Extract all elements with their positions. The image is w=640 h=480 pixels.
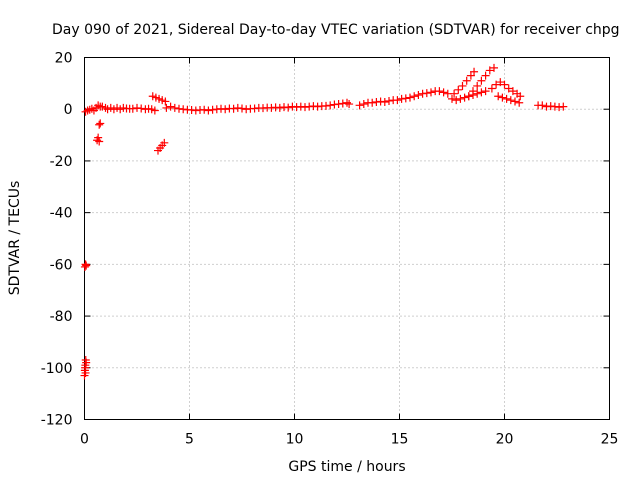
data-point	[82, 358, 91, 367]
data-point	[355, 101, 364, 110]
x-tick-labels: 0 5 10 15 20 25	[80, 432, 618, 448]
data-point	[481, 71, 490, 80]
data-point	[326, 101, 335, 110]
data-point	[515, 98, 524, 107]
data-point	[462, 76, 471, 85]
data-point	[485, 66, 494, 75]
y-tick-label: -120	[41, 413, 73, 429]
data-point	[137, 104, 146, 113]
data-point	[427, 88, 435, 97]
data-point	[82, 261, 91, 270]
data-point	[345, 100, 354, 109]
data-point	[238, 104, 246, 113]
data-point	[401, 94, 410, 103]
data-point	[368, 98, 377, 107]
chart-title: Day 090 of 2021, Sidereal Day-to-day VTE…	[52, 22, 620, 38]
data-point	[359, 100, 368, 109]
data-point	[492, 80, 501, 89]
y-tick-label: -100	[41, 361, 73, 377]
data-point	[460, 93, 469, 102]
data-point	[85, 105, 94, 114]
data-point	[221, 105, 230, 114]
data-point	[160, 138, 169, 147]
data-point	[166, 102, 175, 111]
data-point	[487, 84, 496, 93]
data-point	[128, 104, 137, 113]
data-point	[469, 87, 477, 96]
x-tick-label: 0	[80, 432, 89, 448]
grid-layer	[84, 57, 610, 420]
data-point	[385, 96, 393, 105]
data-point	[162, 103, 171, 112]
data-point	[393, 96, 402, 105]
y-tick-label: -60	[50, 257, 73, 273]
y-tick-labels: -120 -100 -80 -60 -40 -20 0 20	[41, 51, 73, 429]
data-point	[504, 84, 513, 93]
x-tick-label: 15	[391, 432, 409, 448]
y-tick-label: 20	[55, 51, 73, 67]
data-point	[481, 87, 490, 96]
y-tick-label: 0	[64, 102, 73, 118]
data-point	[454, 85, 463, 94]
data-point	[284, 103, 293, 112]
data-point	[496, 78, 505, 87]
x-tick-label: 20	[496, 432, 514, 448]
data-point	[95, 120, 104, 129]
data-point	[473, 89, 482, 98]
data-point	[508, 87, 517, 96]
data-point	[448, 94, 456, 103]
data-point	[161, 97, 170, 106]
data-point	[456, 94, 465, 103]
tick-layer	[84, 57, 610, 420]
data-point	[473, 81, 482, 90]
data-point	[516, 92, 525, 101]
data-point	[452, 96, 461, 105]
y-axis-label: SDTVAR / TECUs	[7, 181, 23, 296]
y-tick-label: -20	[50, 154, 73, 170]
data-point	[95, 137, 104, 146]
data-points	[80, 63, 568, 380]
data-point	[500, 80, 509, 89]
data-point	[490, 63, 498, 72]
data-point	[439, 88, 448, 97]
x-tick-label: 25	[601, 432, 619, 448]
data-point	[94, 133, 103, 142]
data-point	[81, 260, 90, 269]
data-point	[96, 119, 105, 128]
data-point	[559, 102, 568, 111]
data-point	[414, 90, 423, 99]
data-point	[204, 106, 213, 115]
data-point	[380, 97, 389, 106]
data-point	[422, 89, 431, 98]
data-point	[229, 104, 238, 113]
data-point	[458, 81, 467, 90]
data-point	[498, 93, 507, 102]
data-point	[538, 101, 547, 110]
data-point	[494, 92, 503, 101]
data-point	[477, 76, 486, 85]
data-point	[477, 88, 486, 97]
data-point	[406, 93, 414, 102]
data-point	[410, 92, 419, 101]
x-axis-label: GPS time / hours	[288, 459, 405, 475]
data-point	[506, 96, 515, 105]
data-point	[343, 98, 351, 107]
y-tick-label: -80	[50, 309, 73, 325]
y-tick-label: -40	[50, 206, 73, 222]
data-point	[450, 89, 459, 98]
data-point	[81, 363, 90, 372]
data-point	[150, 106, 159, 115]
x-tick-label: 5	[185, 432, 194, 448]
data-point	[511, 97, 519, 106]
data-point	[200, 105, 209, 114]
data-point	[470, 67, 479, 76]
data-point	[170, 103, 179, 112]
data-point	[275, 103, 284, 112]
x-tick-label: 10	[286, 432, 304, 448]
data-point	[464, 92, 473, 101]
data-point	[435, 87, 444, 96]
plot-frame	[84, 57, 610, 420]
data-point	[502, 94, 511, 103]
